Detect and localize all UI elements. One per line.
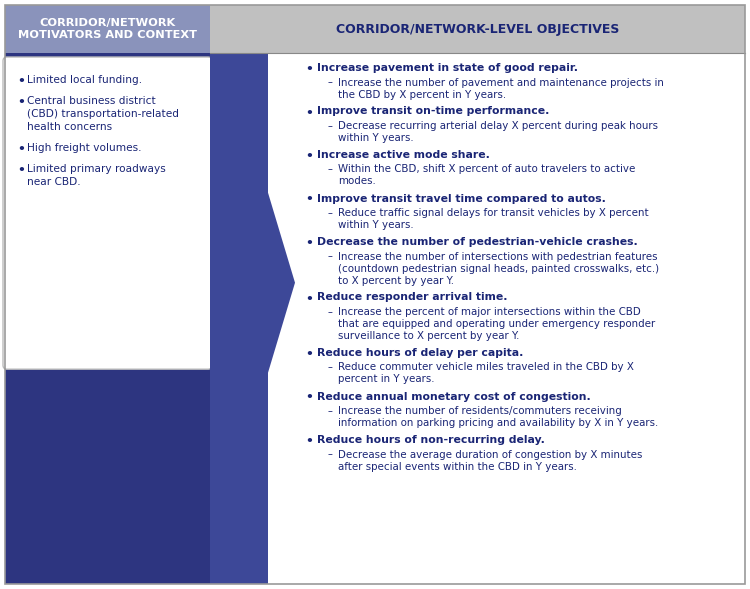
Text: Reduce hours of delay per capita.: Reduce hours of delay per capita. [317,348,524,358]
Text: Limited primary roadways
near CBD.: Limited primary roadways near CBD. [27,164,166,187]
Text: •: • [305,392,313,405]
Text: Reduce traffic signal delays for transit vehicles by X percent
within Y years.: Reduce traffic signal delays for transit… [338,208,649,230]
Text: –: – [328,406,333,416]
Text: –: – [328,307,333,317]
Text: •: • [17,143,25,156]
Text: Increase the number of intersections with pedestrian features
(countdown pedestr: Increase the number of intersections wit… [338,252,659,286]
Text: –: – [328,78,333,88]
Text: –: – [328,449,333,459]
Text: •: • [305,237,313,250]
Text: •: • [17,96,25,109]
Text: Increase active mode share.: Increase active mode share. [317,150,490,160]
Bar [5,5,210,53]
Text: Central business district
(CBD) transportation-related
health concerns: Central business district (CBD) transpor… [27,96,179,131]
Polygon shape [210,5,295,584]
Text: •: • [17,164,25,177]
Bar [210,5,745,53]
Text: •: • [305,348,313,361]
Bar [5,5,210,584]
Text: Increase the number of residents/commuters receiving
information on parking pric: Increase the number of residents/commute… [338,406,658,428]
Text: CORRIDOR/NETWORK
MOTIVATORS AND CONTEXT: CORRIDOR/NETWORK MOTIVATORS AND CONTEXT [18,18,197,40]
Text: •: • [305,194,313,207]
Text: –: – [328,252,333,262]
Text: Reduce annual monetary cost of congestion.: Reduce annual monetary cost of congestio… [317,392,591,402]
Text: Limited local funding.: Limited local funding. [27,75,142,85]
Text: Increase the number of pavement and maintenance projects in
the CBD by X percent: Increase the number of pavement and main… [338,78,664,100]
Text: –: – [328,164,333,174]
Text: Reduce hours of non-recurring delay.: Reduce hours of non-recurring delay. [317,435,544,445]
Text: –: – [328,208,333,218]
Text: –: – [328,121,333,131]
Text: •: • [305,435,313,448]
Text: Reduce commuter vehicle miles traveled in the CBD by X
percent in Y years.: Reduce commuter vehicle miles traveled i… [338,362,634,385]
FancyBboxPatch shape [3,57,212,369]
Text: •: • [305,107,313,120]
Text: Decrease the average duration of congestion by X minutes
after special events wi: Decrease the average duration of congest… [338,449,642,472]
Bar [210,5,745,584]
Text: Decrease recurring arterial delay X percent during peak hours
within Y years.: Decrease recurring arterial delay X perc… [338,121,658,143]
Text: Decrease the number of pedestrian-vehicle crashes.: Decrease the number of pedestrian-vehicl… [317,237,638,247]
Text: Reduce responder arrival time.: Reduce responder arrival time. [317,293,508,303]
Text: –: – [328,362,333,372]
Text: High freight volumes.: High freight volumes. [27,143,142,153]
Text: •: • [305,293,313,306]
Text: •: • [305,150,313,163]
Text: Increase the percent of major intersections within the CBD
that are equipped and: Increase the percent of major intersecti… [338,307,656,341]
Text: •: • [17,75,25,88]
Text: CORRIDOR/NETWORK-LEVEL OBJECTIVES: CORRIDOR/NETWORK-LEVEL OBJECTIVES [336,22,620,35]
Text: Improve transit on-time performance.: Improve transit on-time performance. [317,107,549,117]
Text: Improve transit travel time compared to autos.: Improve transit travel time compared to … [317,194,606,204]
Text: •: • [305,63,313,76]
Text: Increase pavement in state of good repair.: Increase pavement in state of good repai… [317,63,578,73]
Text: Within the CBD, shift X percent of auto travelers to active
modes.: Within the CBD, shift X percent of auto … [338,164,635,187]
